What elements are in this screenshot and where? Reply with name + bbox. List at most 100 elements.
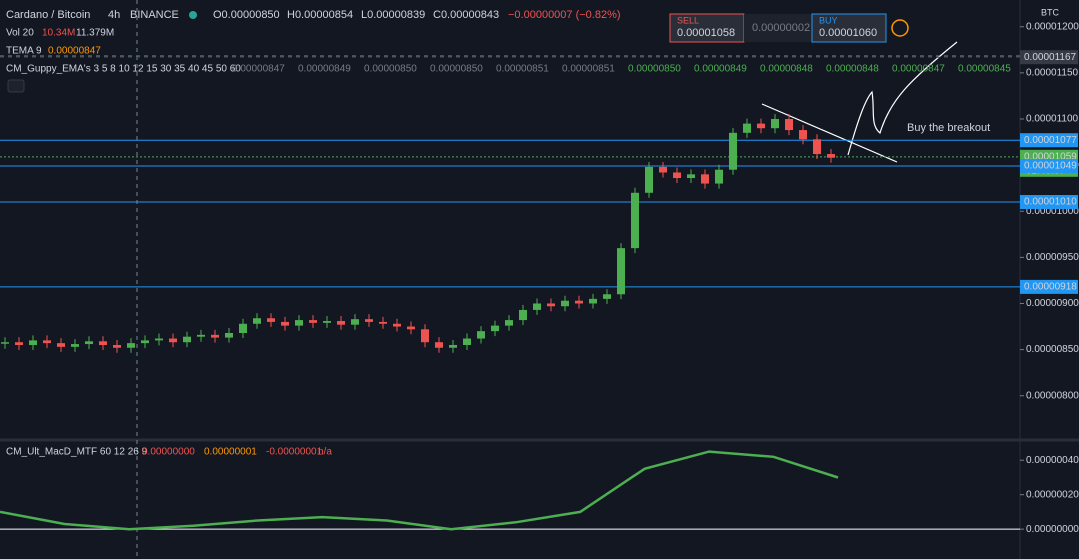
level-tag bbox=[1020, 133, 1078, 148]
candle bbox=[435, 342, 443, 348]
guppy-name: CM_Guppy_EMA's 3 5 8 10 12 15 30 35 40 4… bbox=[6, 64, 241, 75]
candle bbox=[799, 130, 807, 140]
candle bbox=[71, 344, 79, 347]
candle bbox=[729, 132, 737, 170]
y-tick-label: 0.00001200 bbox=[1026, 21, 1079, 32]
candle bbox=[687, 174, 695, 179]
candle bbox=[673, 172, 681, 179]
candle bbox=[645, 166, 653, 193]
sell-button[interactable] bbox=[669, 13, 745, 43]
collapse-button[interactable] bbox=[7, 79, 25, 93]
guppy-value: 0.00000850 bbox=[430, 64, 483, 75]
y-tick-label: 0.00000850 bbox=[1026, 344, 1079, 355]
guppy-value: 0.00000851 bbox=[562, 64, 615, 75]
level-tag bbox=[1020, 50, 1078, 65]
level-label: 0.00001059 bbox=[1024, 151, 1077, 162]
macd-name: CM_Ult_MacD_MTF 60 12 26 9 bbox=[6, 447, 148, 458]
guppy-value: 0.00000848 bbox=[826, 64, 879, 75]
candle bbox=[1, 342, 9, 344]
tema-value: 0.00000847 bbox=[48, 46, 101, 57]
macd-line bbox=[0, 450, 839, 531]
candle bbox=[295, 320, 303, 326]
candle bbox=[631, 192, 639, 249]
drawing bbox=[761, 41, 958, 163]
candle bbox=[533, 303, 541, 310]
candle bbox=[491, 325, 499, 332]
candle bbox=[617, 248, 625, 295]
candle bbox=[603, 294, 611, 299]
y-tick-label: 0.00000900 bbox=[1026, 298, 1079, 309]
candle bbox=[29, 340, 37, 345]
candle bbox=[127, 343, 135, 348]
candle bbox=[281, 321, 289, 326]
level-label: 0.00001049 bbox=[1024, 161, 1077, 172]
candle bbox=[351, 319, 359, 325]
candle bbox=[589, 298, 597, 304]
candle bbox=[267, 318, 275, 322]
vol-name: Vol 20 bbox=[6, 28, 34, 39]
guppy-value: 0.00000847 bbox=[232, 64, 285, 75]
annotation: Buy the breakout bbox=[907, 122, 990, 134]
candle bbox=[393, 323, 401, 327]
candle bbox=[757, 123, 765, 129]
guppy-value: 0.00000849 bbox=[694, 64, 747, 75]
candle bbox=[141, 340, 149, 344]
ohlc-open: O0.00000850 bbox=[213, 9, 280, 21]
candle bbox=[813, 139, 821, 155]
candle bbox=[519, 309, 527, 321]
candle bbox=[323, 321, 331, 323]
guppy-value: 0.00000848 bbox=[760, 64, 813, 75]
vol-ma: 11.379M bbox=[76, 28, 114, 39]
tema-name: TEMA 9 bbox=[6, 46, 42, 57]
candle bbox=[785, 118, 793, 131]
buy-price: 0.00001060 bbox=[819, 27, 877, 39]
candle bbox=[827, 154, 835, 158]
y-tick-label: 0.00001000 bbox=[1026, 206, 1079, 217]
status-dot bbox=[189, 11, 197, 19]
candle bbox=[715, 169, 723, 184]
guppy-value: 0.00000849 bbox=[298, 64, 351, 75]
level-tag bbox=[1020, 159, 1078, 174]
candle bbox=[57, 343, 65, 347]
candle bbox=[43, 340, 51, 344]
level-tag bbox=[1020, 195, 1078, 210]
symbol: Cardano / Bitcoin bbox=[6, 9, 90, 21]
buy-button[interactable] bbox=[811, 13, 887, 43]
candle bbox=[309, 320, 317, 323]
info-icon[interactable] bbox=[891, 19, 909, 37]
guppy-value: 0.00000850 bbox=[364, 64, 417, 75]
guppy-value: 0.00000847 bbox=[892, 64, 945, 75]
candle bbox=[169, 338, 177, 343]
candle bbox=[701, 174, 709, 184]
ohlc-high: H0.00000854 bbox=[287, 9, 353, 21]
candle bbox=[407, 326, 415, 330]
spread: 0.00000002 bbox=[752, 22, 810, 34]
candle bbox=[113, 344, 121, 348]
sell-price: 0.00001058 bbox=[677, 27, 735, 39]
ohlc-close: C0.00000843 bbox=[433, 9, 499, 21]
level-label: 0.00001167 bbox=[1024, 52, 1077, 63]
candle bbox=[155, 338, 163, 341]
trade-panel: SELL 0.00001058 0.00000002 BUY 0.0000106… bbox=[669, 13, 909, 43]
candle bbox=[379, 321, 387, 324]
y-tick-label: 0.00000800 bbox=[1026, 390, 1079, 401]
candle bbox=[197, 334, 205, 337]
candle bbox=[421, 329, 429, 343]
y-tick-label: 0.00000950 bbox=[1026, 252, 1079, 263]
ohlc-low: L0.00000839 bbox=[361, 9, 425, 21]
candle bbox=[547, 303, 555, 307]
currency: BTC bbox=[1041, 7, 1060, 17]
candle bbox=[771, 118, 779, 129]
y-tick-label: 0.00001100 bbox=[1026, 114, 1079, 125]
candle bbox=[337, 321, 345, 325]
candle bbox=[449, 344, 457, 348]
candle bbox=[463, 338, 471, 345]
candle bbox=[561, 300, 569, 307]
guppy-value: 0.00000845 bbox=[958, 64, 1011, 75]
y-tick-label: 0.00000020 bbox=[1026, 489, 1079, 500]
y-tick-label: 0.00001150 bbox=[1026, 68, 1079, 79]
candle bbox=[743, 123, 751, 133]
ohlc-change: −0.00000007 (−0.82%) bbox=[508, 9, 621, 21]
